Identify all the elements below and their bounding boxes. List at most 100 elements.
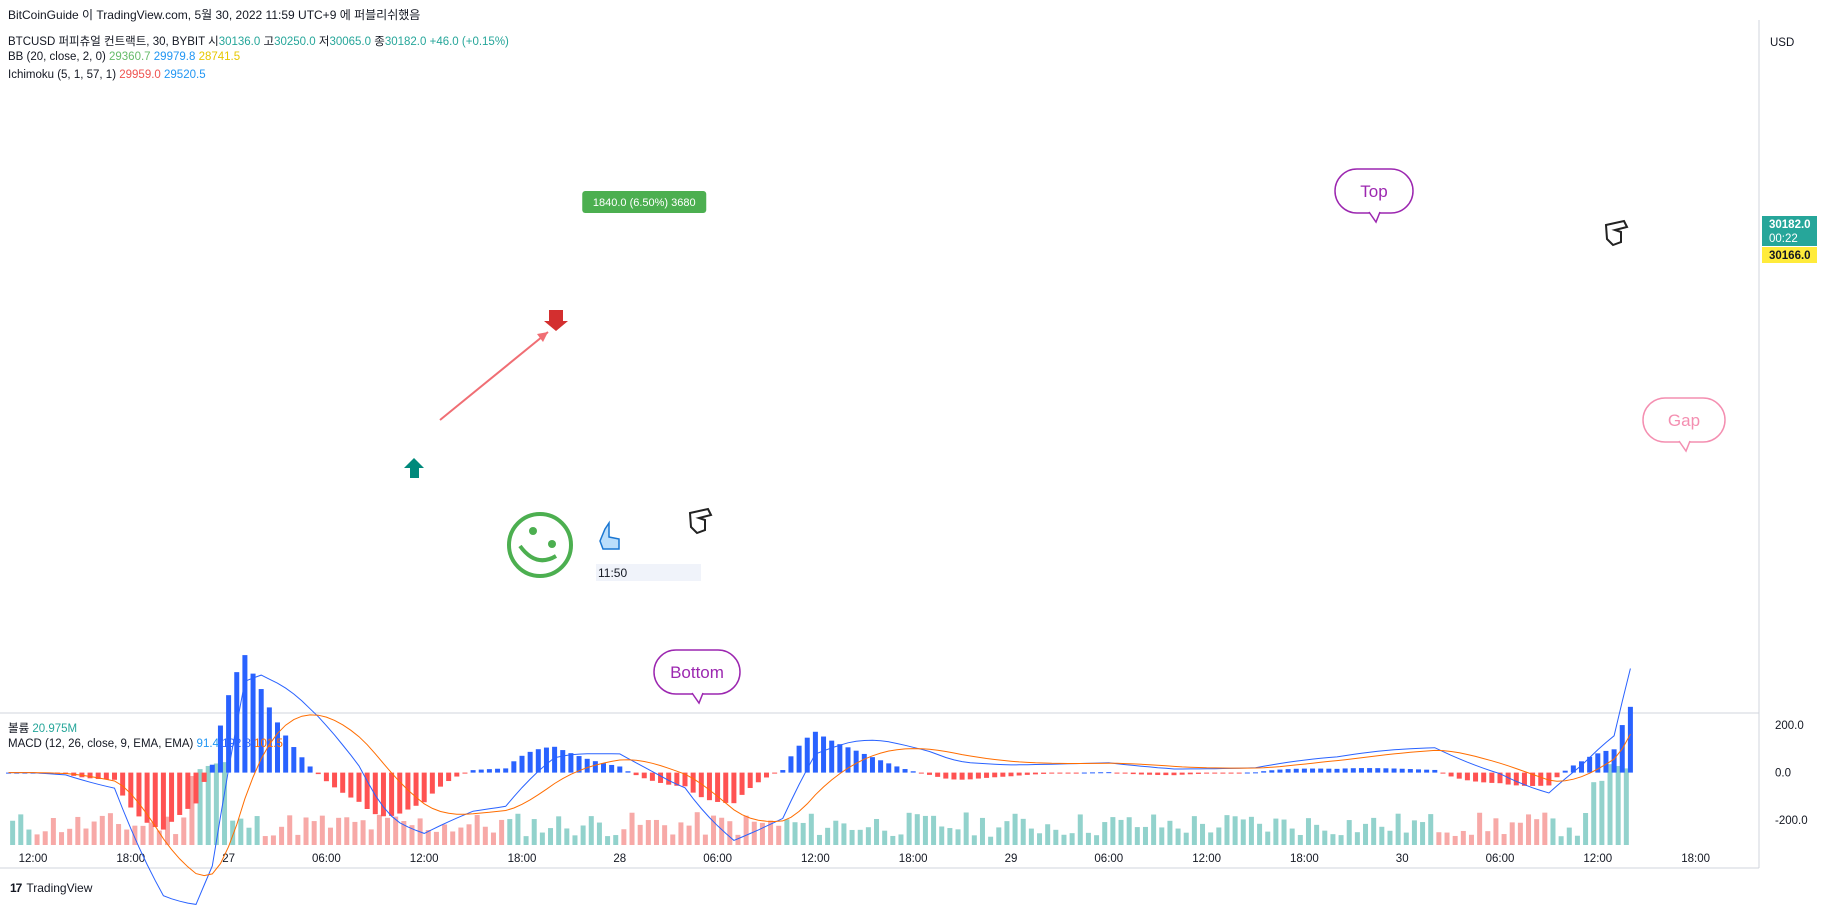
macd-histogram-bar (1326, 768, 1332, 773)
macd-histogram-bar (617, 766, 623, 773)
volume-bar (841, 823, 847, 845)
macd-histogram-bar (1081, 772, 1087, 774)
volume-bar (686, 825, 692, 845)
measure-label-text: 1840.0 (6.50%) 3680 (593, 197, 696, 209)
volume-bar (1477, 812, 1483, 845)
volume-bar (1411, 820, 1417, 845)
volume-bar (906, 812, 912, 845)
volume-bar (580, 825, 586, 845)
bb-lower-value: 28741.5 (198, 51, 241, 63)
time-tick-label: 06:00 (312, 853, 341, 865)
projection-arrow-head-icon (537, 332, 548, 342)
volume-bar (132, 825, 138, 845)
macd-histogram-bar (307, 766, 313, 773)
time-tick-label: 18:00 (1681, 853, 1710, 865)
gap-callout-text: Gap (1668, 411, 1700, 430)
macd-histogram-bar (535, 749, 541, 773)
macd-histogram-bar (1106, 772, 1112, 774)
symbol-name[interactable]: BTCUSD 퍼피츄얼 컨트랙트, 30, BYBIT (8, 36, 205, 48)
volume-bar (352, 821, 358, 845)
volume-bar (1550, 818, 1556, 845)
macd-histogram-bar (1187, 772, 1193, 775)
buy-arrow-icon (404, 458, 424, 478)
macd-histogram-bar (1375, 768, 1381, 773)
macd-histogram-bar (1204, 772, 1210, 774)
volume-bar (1200, 823, 1206, 845)
volume-bar (1061, 834, 1067, 845)
macd-histogram-bar (1147, 772, 1153, 775)
macd-histogram-bar (902, 769, 908, 773)
macd-histogram-bar (478, 769, 484, 773)
volume-bar (1363, 823, 1369, 845)
macd-histogram-bar (927, 772, 932, 775)
volume-bar (1134, 827, 1140, 845)
volume-bar (222, 762, 228, 845)
macd-histogram-bar (486, 769, 492, 773)
bottom-callout-tail (691, 692, 704, 705)
smiley-icon (507, 512, 573, 578)
macd-histogram-bar (837, 744, 843, 773)
volume-bar (197, 769, 203, 845)
macd-histogram-bar (1285, 769, 1291, 773)
finger-pointer-icon (599, 520, 620, 550)
macd-histogram-bar (601, 763, 606, 773)
volume-bar (368, 829, 374, 845)
top-callout-text: Top (1360, 182, 1387, 201)
volume-bar (1542, 812, 1548, 845)
volume-bar (376, 814, 382, 845)
macd-histogram-bar (103, 772, 109, 780)
macd-histogram-bar (95, 772, 101, 780)
macd-histogram-bar (992, 772, 998, 778)
volume-bar (1436, 832, 1442, 845)
macd-tick-label: -200.0 (1775, 815, 1808, 827)
macd-histogram-bar (755, 772, 761, 783)
macd-histogram-bar (829, 740, 835, 773)
volume-bar (425, 830, 431, 845)
macd-histogram-bar (438, 772, 443, 787)
macd-legend[interactable]: MACD (12, 26, close, 9, EMA, EMA) 91.4 1… (8, 738, 283, 750)
projection-arrow (439, 331, 549, 421)
macd-histogram-bar (568, 753, 574, 773)
macd-histogram-bar (584, 758, 590, 773)
volume-bar (1485, 831, 1491, 845)
volume-bar (963, 812, 969, 845)
macd-histogram-bar (1489, 772, 1495, 783)
macd-histogram-bar (1000, 772, 1006, 777)
volume-bar (1517, 822, 1523, 845)
volume-bar (10, 820, 16, 845)
macd-histogram-bar (1603, 750, 1609, 773)
volume-bar (1387, 830, 1393, 845)
top-callout: Top (1334, 168, 1414, 224)
volume-bar (621, 829, 627, 845)
bb-legend[interactable]: BB (20, close, 2, 0) 29360.7 29979.8 287… (8, 51, 241, 63)
volume-bar (91, 821, 97, 845)
low-value: 30065.0 (329, 36, 372, 48)
volume-bar (1175, 828, 1181, 845)
cursor-time-label: 11:50 (598, 566, 627, 580)
macd-histogram-bar (160, 772, 166, 830)
cursor-time-bg (596, 564, 701, 581)
macd-histogram-bar (1138, 772, 1144, 775)
time-tick-label: 12:00 (801, 853, 830, 865)
volume-bar (344, 817, 350, 845)
volume-bar (1493, 818, 1499, 845)
volume-bar (1534, 819, 1540, 845)
volume-bar (922, 815, 928, 845)
volume-bar (1599, 780, 1605, 845)
volume-bar (336, 817, 342, 845)
time-tick-label: 18:00 (508, 853, 537, 865)
volume-bars (10, 762, 1629, 845)
volume-bar (311, 821, 317, 845)
volume-legend[interactable]: 볼륨 20.975M (8, 723, 78, 735)
macd-histogram-bar (527, 751, 533, 773)
countdown-text: 00:22 (1769, 233, 1798, 245)
macd-histogram-bar (633, 772, 639, 776)
macd-tick-label: 0.0 (1775, 768, 1791, 780)
volume-bar (1281, 819, 1287, 845)
macd-histogram-bar (796, 745, 802, 773)
volume-bar (727, 821, 733, 845)
time-tick-label: 27 (222, 853, 235, 865)
ichimoku-legend[interactable]: Ichimoku (5, 1, 57, 1) 29959.0 29520.5 (8, 69, 206, 81)
macd-histogram-bar (1171, 772, 1177, 776)
